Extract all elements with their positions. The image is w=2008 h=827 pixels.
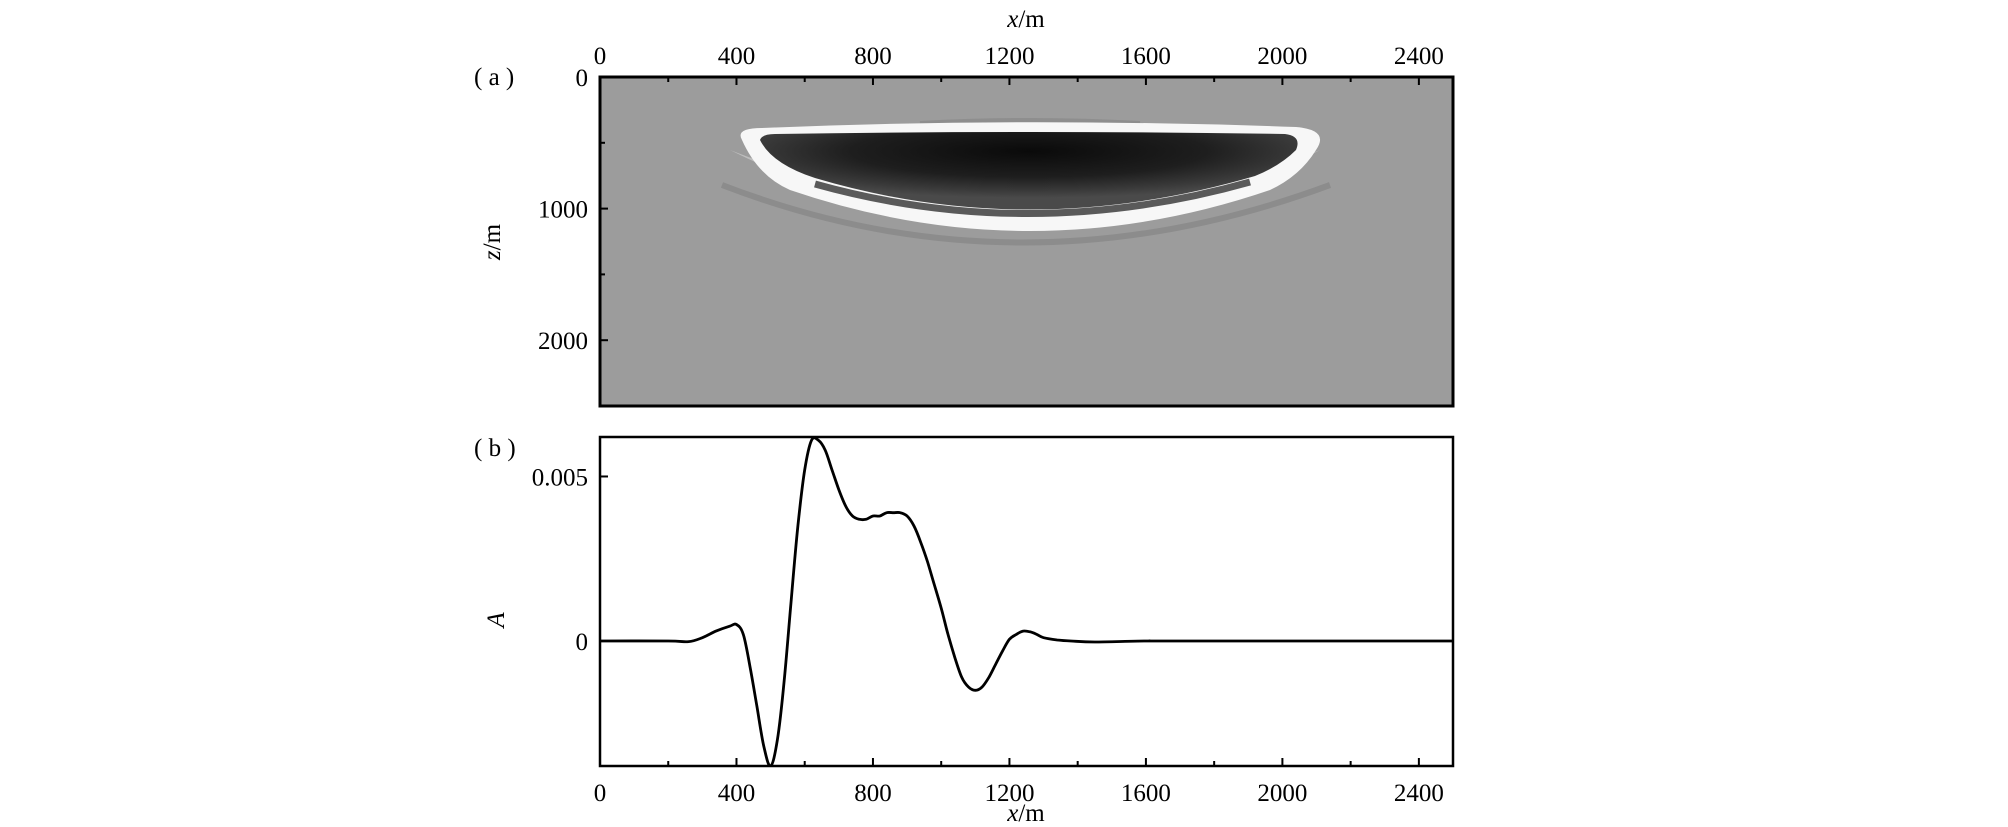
panel-b-x-tick-label: 2000 <box>1257 780 1307 807</box>
panel-b-label: ( b ) <box>474 435 516 462</box>
panel-a-xlabel-unit: /m <box>1018 6 1045 33</box>
panel-a-x-tick-label: 2400 <box>1394 43 1444 70</box>
panel-b-xlabel-unit: /m <box>1018 800 1045 827</box>
panel-b-y-ticks: 0 0.005 <box>532 464 608 656</box>
panel-b-x-tick-label: 800 <box>854 780 892 807</box>
panel-b-xlabel-var: x <box>1006 800 1018 827</box>
anomaly-dark-core <box>760 132 1298 210</box>
panel-b-y-tick-label: 0.005 <box>532 464 588 491</box>
panel-a-frame <box>598 75 1455 408</box>
anomaly-mid-gray-band <box>814 178 1251 217</box>
panel-a-anomaly <box>720 118 1332 246</box>
panel-a-ylabel-unit: /m <box>479 223 506 250</box>
panel-b-x-tick-label: 400 <box>718 780 756 807</box>
panel-b-ylabel: A <box>483 612 510 630</box>
panel-a-x-tick-label: 0 <box>594 43 607 70</box>
panel-b-series-line <box>600 437 1453 766</box>
panel-b-y-tick-label: 0 <box>576 629 589 656</box>
panel-a-xlabel: x/m <box>1006 6 1045 33</box>
panel-a-x-ticks: 0 400 800 1200 1600 2000 2400 <box>594 43 1444 85</box>
panel-a: ( a ) 0 400 800 1200 1600 2000 2400 010002000 … <box>474 6 1455 408</box>
panel-a-y-tick-label: 2000 <box>538 328 588 355</box>
panel-b-xlabel: x/m <box>1006 800 1045 827</box>
panel-a-x-tick-label: 400 <box>718 43 756 70</box>
anomaly-faint-outer-halo <box>720 182 1332 246</box>
panel-b-x-tick-label: 0 <box>594 780 607 807</box>
panel-b-x-tick-label: 1600 <box>1121 780 1171 807</box>
panel-a-ylabel: z/m <box>479 223 506 261</box>
panel-a-x-tick-label: 1200 <box>984 43 1034 70</box>
panel-a-xlabel-var: x <box>1006 6 1018 33</box>
panel-b-x-tick-label: 2400 <box>1394 780 1444 807</box>
panel-a-y-ticks: 0 1000 2000 <box>538 65 608 407</box>
panel-a-x-tick-label: 800 <box>854 43 892 70</box>
panel-a-label: ( a ) <box>474 64 514 91</box>
panel-a-y-tick-label: 0 <box>576 65 589 92</box>
panel-b-x-tick-label: 1200 <box>984 780 1034 807</box>
panel-a-x-tick-label: 2000 <box>1257 43 1307 70</box>
panel-a-x-tick-label: 1600 <box>1121 43 1171 70</box>
panel-a-ylabel-var: z <box>479 250 506 261</box>
panel-b-x-ticks: 0 400 800 1200 1600 2000 2400 <box>594 758 1444 807</box>
panel-a-y-tick-label: 1000 <box>538 197 588 224</box>
panel-b: ( b ) 0 400 800 1200 1600 2000 2400 0 0.005 x/m… <box>474 435 1455 827</box>
panel-b-frame <box>598 435 1455 768</box>
